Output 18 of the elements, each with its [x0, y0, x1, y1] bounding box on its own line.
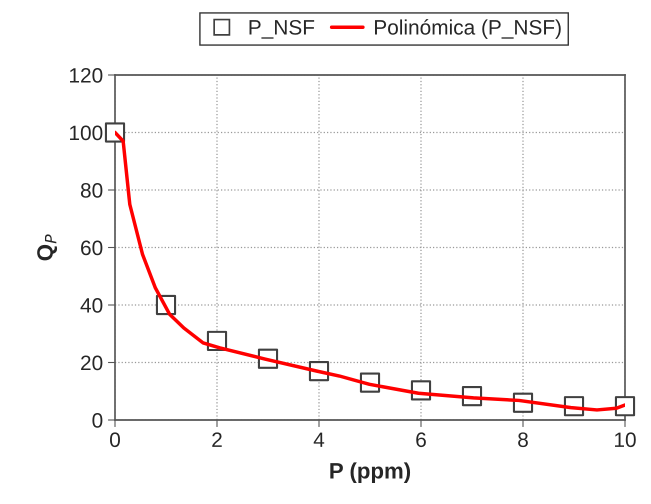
y-tick-label: 100 [70, 126, 102, 140]
y-tick-label: 40 [80, 298, 102, 313]
x-tick-label: 6 [416, 432, 426, 448]
legend-label: P_NSF [250, 20, 314, 39]
x-tick-label: 2 [212, 432, 222, 447]
y-axis-title: Q$_{P}$ [37, 234, 58, 260]
y-tick-label: 80 [80, 183, 102, 198]
y-tick-label: 120 [70, 68, 102, 83]
x-tick-label: 8 [518, 432, 528, 448]
x-tick-label: 10 [615, 432, 636, 448]
x-tick-label: 0 [110, 432, 120, 448]
legend-label: Polinómica (P_NSF) [375, 19, 561, 39]
x-axis-title: P (ppm) [330, 462, 410, 484]
y-tick-label: 0 [92, 413, 102, 428]
point [614, 396, 636, 416]
y-tick-label: 20 [81, 356, 102, 370]
x-tick-label: 4 [314, 432, 324, 447]
y-tick-label: 60 [81, 240, 102, 256]
